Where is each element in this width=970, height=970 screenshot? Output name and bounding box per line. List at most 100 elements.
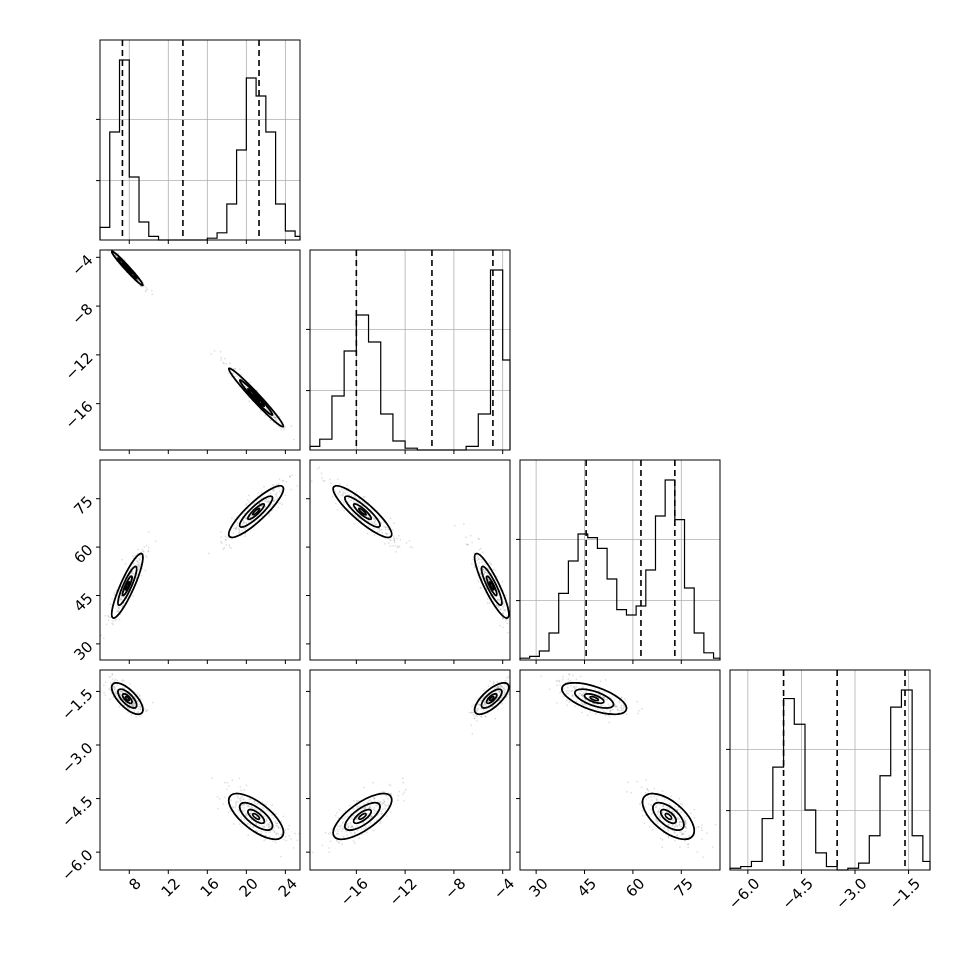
sample-point — [495, 686, 497, 689]
sample-point — [119, 693, 121, 695]
contour-outer — [227, 367, 285, 428]
sample-point — [249, 825, 252, 828]
sample-point — [663, 798, 666, 801]
sample-point — [338, 828, 341, 831]
sample-point — [656, 795, 659, 798]
sample-point — [641, 814, 644, 817]
sample-point — [476, 709, 478, 712]
sample-point — [702, 856, 705, 859]
sample-point — [121, 690, 124, 693]
sample-point — [109, 603, 112, 605]
sample-point — [115, 690, 117, 693]
sample-point — [594, 688, 596, 691]
sample-point — [679, 808, 681, 811]
sample-point — [338, 809, 341, 811]
sample-point — [672, 823, 675, 826]
sample-point — [562, 678, 564, 681]
sample-point — [393, 538, 396, 540]
sample-point — [602, 697, 605, 699]
sample-point — [482, 709, 485, 711]
contour-inner — [121, 575, 133, 597]
sample-point — [260, 491, 263, 494]
sample-point — [483, 572, 486, 574]
sample-point — [409, 546, 412, 548]
sample-point — [352, 826, 354, 828]
sample-point — [347, 827, 350, 829]
sample-point — [283, 428, 285, 431]
sample-point — [615, 705, 618, 708]
sample-point — [697, 825, 700, 828]
sample-point — [609, 710, 612, 712]
sample-point — [280, 428, 283, 431]
sample-point — [686, 843, 689, 846]
sample-point — [367, 801, 370, 804]
sample-point — [268, 835, 271, 838]
sample-point — [571, 694, 574, 696]
contour-inner — [121, 693, 133, 705]
sample-point — [488, 602, 491, 604]
sample-point — [353, 832, 356, 834]
sample-point — [339, 826, 341, 828]
sample-point — [368, 817, 371, 820]
sample-point — [133, 701, 136, 704]
contour-outer — [110, 552, 144, 619]
sample-point — [132, 704, 135, 707]
sample-point — [245, 502, 248, 505]
sample-point — [566, 699, 568, 701]
sample-point — [349, 823, 352, 825]
sample-point — [129, 683, 131, 685]
sample-point — [243, 789, 246, 791]
sample-point — [386, 798, 389, 800]
histogram-panel-3 — [726, 669, 931, 874]
sample-point — [248, 400, 251, 403]
sample-point — [269, 419, 272, 421]
sample-point — [116, 610, 118, 613]
sample-point — [674, 825, 676, 828]
sample-point — [403, 791, 406, 794]
sample-point — [504, 610, 506, 612]
sample-point — [483, 573, 485, 576]
sample-point — [574, 705, 577, 707]
sample-point — [356, 816, 358, 819]
sample-point — [267, 830, 270, 833]
sample-point — [249, 516, 252, 519]
sample-point — [334, 814, 337, 817]
sample-point — [385, 533, 388, 535]
sample-point — [117, 697, 120, 699]
sample-point — [501, 686, 504, 688]
sample-point — [582, 693, 584, 696]
sample-point — [601, 696, 604, 699]
contour-mid — [480, 688, 503, 709]
sample-point — [145, 556, 148, 559]
sample-point — [371, 521, 373, 523]
y-tick-labels-row-3: −1.5 −3.0 −4.5 −6.0 — [58, 685, 96, 884]
sample-point — [370, 814, 372, 817]
sample-point — [667, 835, 670, 837]
sample-point — [671, 810, 674, 813]
sample-point — [132, 704, 135, 707]
density-fill-peak — [124, 695, 131, 702]
sample-point — [341, 822, 344, 824]
sample-point — [568, 701, 571, 704]
sample-point — [605, 698, 608, 701]
sample-point — [291, 474, 293, 477]
sample-point — [111, 597, 113, 600]
sample-point — [711, 846, 714, 848]
sample-point — [137, 564, 140, 567]
x-tick-label: 12 — [158, 874, 184, 900]
sample-point — [695, 827, 697, 829]
sample-point — [269, 504, 272, 507]
sample-point — [113, 688, 116, 690]
sample-point — [350, 832, 353, 835]
sample-point — [478, 703, 480, 706]
sample-point — [256, 830, 259, 833]
sample-point — [604, 679, 607, 681]
sample-point — [350, 817, 353, 820]
sample-point — [482, 568, 484, 571]
sample-point — [137, 279, 139, 281]
sample-point — [472, 713, 475, 716]
sample-point — [246, 814, 249, 817]
sample-point — [131, 704, 134, 707]
sample-point — [600, 704, 602, 707]
sample-point — [261, 505, 263, 507]
